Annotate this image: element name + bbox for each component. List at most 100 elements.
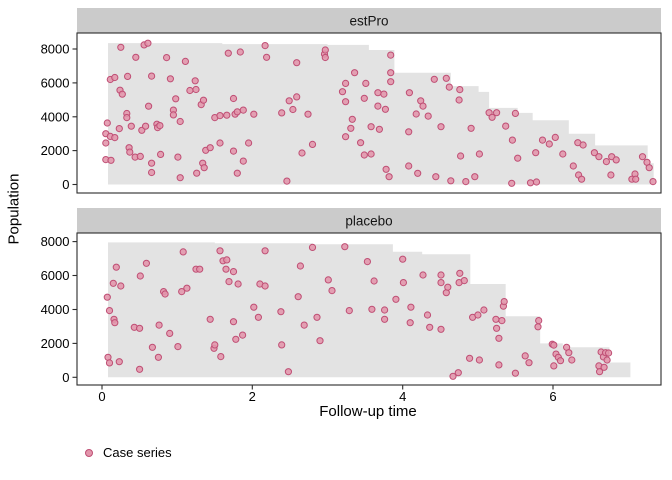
data-point — [261, 42, 269, 50]
data-point — [407, 303, 415, 311]
data-point — [638, 153, 647, 161]
data-point — [551, 133, 559, 141]
data-point — [498, 317, 506, 325]
y-tick-label: 0 — [62, 370, 69, 385]
x-tick-label: 4 — [399, 389, 406, 404]
data-point — [321, 46, 329, 54]
data-point — [222, 265, 230, 273]
data-point — [405, 128, 413, 136]
data-point — [161, 290, 169, 298]
data-point — [157, 150, 165, 158]
data-point — [254, 313, 262, 321]
facet-strip-label: placebo — [345, 214, 392, 229]
data-point — [148, 168, 156, 177]
data-point — [342, 98, 350, 106]
y-tick-label: 4000 — [41, 109, 70, 124]
data-point — [590, 149, 599, 157]
data-point — [565, 349, 573, 357]
data-point — [426, 323, 434, 331]
data-point — [495, 361, 503, 369]
data-point — [387, 51, 395, 59]
data-point — [632, 175, 640, 183]
data-point — [471, 173, 479, 181]
panel-border — [76, 32, 662, 194]
data-point — [289, 105, 297, 114]
data-point — [196, 265, 204, 273]
data-point — [455, 96, 463, 104]
data-point — [538, 136, 547, 144]
data-point — [508, 136, 517, 144]
data-point — [347, 124, 355, 132]
data-point — [229, 94, 238, 103]
data-point — [124, 72, 132, 81]
data-point — [456, 86, 464, 94]
data-point — [405, 162, 413, 170]
data-point — [103, 293, 111, 301]
data-point — [239, 106, 247, 114]
data-point — [136, 324, 144, 332]
data-point — [308, 140, 317, 148]
data-point — [293, 59, 301, 67]
data-point — [174, 153, 182, 161]
data-point — [283, 177, 291, 185]
legend-label: Case series — [103, 445, 172, 460]
data-point — [239, 331, 247, 339]
data-point — [174, 343, 182, 351]
data-point — [437, 123, 445, 131]
y-axis-title: Population — [5, 173, 23, 245]
data-point — [596, 368, 604, 376]
data-point — [493, 109, 501, 117]
data-point — [419, 271, 427, 279]
data-point — [278, 341, 286, 349]
data-point — [304, 110, 312, 118]
y-tick-label: 0 — [62, 177, 69, 192]
data-point — [600, 363, 608, 371]
data-point — [142, 122, 150, 130]
data-point — [193, 169, 201, 177]
data-point — [142, 259, 150, 267]
data-point — [338, 88, 347, 96]
y-tick-label: 2000 — [41, 143, 70, 158]
data-point — [148, 159, 156, 167]
data-point — [460, 277, 468, 285]
data-point — [223, 256, 231, 264]
data-point — [186, 86, 194, 95]
data-point — [200, 164, 208, 172]
data-point — [550, 341, 558, 349]
data-point — [284, 368, 292, 376]
data-point — [166, 75, 174, 83]
data-point — [105, 359, 114, 367]
data-point — [229, 268, 238, 276]
data-point — [351, 69, 359, 77]
data-point — [234, 280, 242, 288]
data-point — [360, 94, 368, 102]
data-point — [277, 308, 285, 316]
data-point — [181, 57, 189, 66]
data-point — [192, 85, 200, 94]
data-point — [118, 90, 126, 98]
legend: Case series — [85, 445, 172, 460]
data-point — [445, 83, 453, 91]
data-point — [532, 149, 540, 157]
data-point — [367, 123, 375, 131]
data-point — [263, 53, 271, 61]
data-point — [172, 95, 180, 103]
data-point — [467, 124, 475, 132]
data-point — [115, 125, 123, 133]
data-point — [321, 53, 329, 62]
data-point — [223, 111, 231, 119]
data-point — [148, 72, 156, 80]
facet-strip-label: estPro — [349, 14, 388, 29]
data-point — [179, 248, 187, 256]
data-point — [362, 79, 370, 88]
data-point — [163, 54, 171, 62]
data-point — [521, 352, 529, 360]
data-point — [511, 109, 520, 118]
data-point — [374, 89, 382, 97]
data-point — [136, 152, 144, 160]
data-point — [595, 153, 603, 161]
data-point — [111, 73, 119, 82]
data-point — [176, 117, 184, 126]
data-point — [169, 111, 177, 119]
